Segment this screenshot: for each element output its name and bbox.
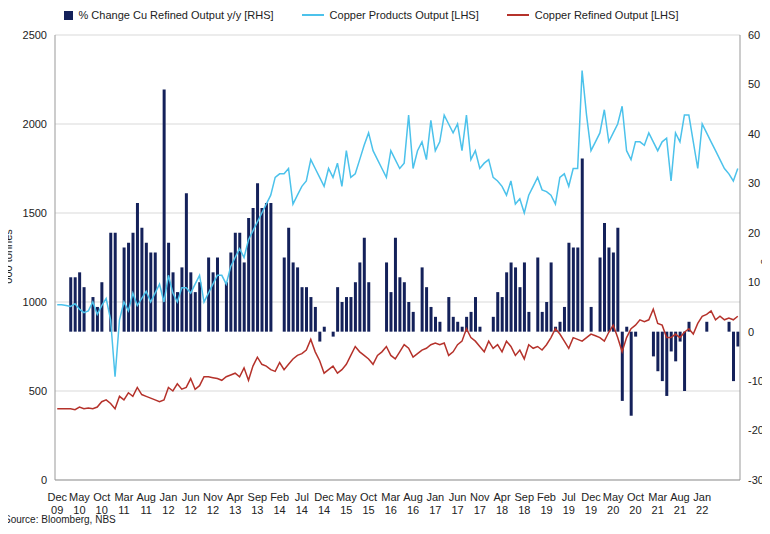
svg-text:May10: May10 (69, 491, 90, 516)
svg-text:40: 40 (748, 128, 760, 140)
svg-text:Aug21: Aug21 (670, 491, 690, 516)
svg-text:Jul14: Jul14 (295, 491, 309, 516)
svg-text:Nov17: Nov17 (470, 491, 490, 516)
svg-text:Aug11: Aug11 (136, 491, 156, 516)
html-text:Source: Bloomberg, NBS: Source: Bloomberg, NBS (4, 514, 116, 525)
svg-text:Jun12: Jun12 (182, 491, 200, 516)
svg-text:'000 tonnes: '000 tonnes (8, 229, 14, 286)
svg-text:10: 10 (748, 276, 760, 288)
svg-text:1500: 1500 (23, 207, 47, 219)
svg-text:May15: May15 (336, 491, 357, 516)
svg-text:Jun17: Jun17 (449, 491, 467, 516)
svg-text:0: 0 (748, 326, 754, 338)
svg-text:Aug16: Aug16 (403, 491, 423, 516)
svg-text:Apr18: Apr18 (493, 491, 510, 516)
svg-text:Jul19: Jul19 (562, 491, 576, 516)
svg-text:60: 60 (748, 29, 760, 41)
svg-text:Oct20: Oct20 (627, 491, 644, 516)
svg-text:Jan12: Jan12 (160, 491, 178, 516)
html-text:Copper Products Output [LHS]: Copper Products Output [LHS] (329, 9, 479, 21)
html-text:% Change Cu Refined Output y/y: % Change Cu Refined Output y/y [RHS] (78, 9, 274, 21)
svg-text:Jan17: Jan17 (426, 491, 444, 516)
svg-text:Mar11: Mar11 (114, 491, 133, 516)
svg-text:-20: -20 (748, 424, 762, 436)
svg-text:Nov12: Nov12 (203, 491, 223, 516)
svg-text:Feb14: Feb14 (270, 491, 289, 516)
svg-text:1000: 1000 (23, 296, 47, 308)
svg-text:Oct15: Oct15 (360, 491, 377, 516)
svg-text:Feb19: Feb19 (537, 491, 556, 516)
svg-text:0: 0 (41, 474, 47, 486)
svg-text:500: 500 (29, 385, 47, 397)
svg-text:20: 20 (748, 227, 760, 239)
svg-text:% Change m/m: % Change m/m (761, 220, 762, 296)
svg-text:Jan22: Jan22 (693, 491, 711, 516)
svg-text:Dec09: Dec09 (47, 491, 67, 516)
svg-text:Dec14: Dec14 (314, 491, 334, 516)
svg-text:Apr13: Apr13 (227, 491, 244, 516)
svg-text:-30: -30 (748, 474, 762, 486)
svg-text:Sep18: Sep18 (514, 491, 534, 516)
svg-text:2000: 2000 (23, 118, 47, 130)
svg-text:-10: -10 (748, 375, 762, 387)
svg-text:30: 30 (748, 177, 760, 189)
html-text:Copper Refined Output [LHS]: Copper Refined Output [LHS] (534, 9, 679, 21)
svg-text:Dec19: Dec19 (581, 491, 601, 516)
svg-text:2500: 2500 (23, 29, 47, 41)
svg-text:Sep13: Sep13 (248, 491, 268, 516)
svg-text:50: 50 (748, 78, 760, 90)
svg-text:May20: May20 (603, 491, 624, 516)
svg-text:Mar21: Mar21 (648, 491, 667, 516)
svg-text:Oct10: Oct10 (93, 491, 110, 516)
svg-text:Mar16: Mar16 (381, 491, 400, 516)
